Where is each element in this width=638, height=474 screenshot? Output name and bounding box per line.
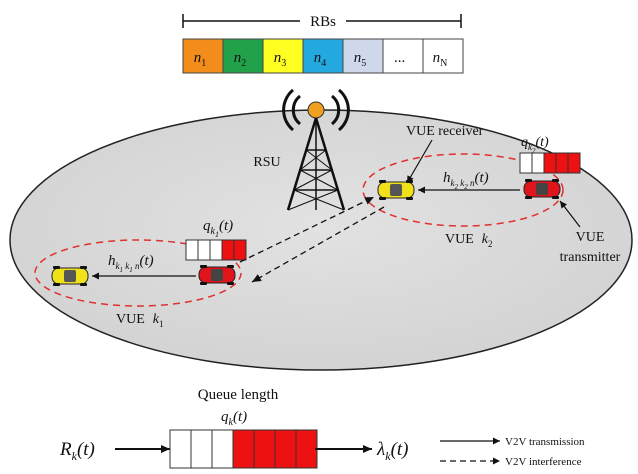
interference-arrow-k1-to-k2 (239, 196, 375, 263)
queue-cell (295, 429, 318, 469)
interference-arrow-k2-to-k1 (251, 206, 385, 283)
queue-cell (233, 239, 247, 261)
queue-k2 (519, 152, 581, 174)
receiver-pointer-k2 (406, 139, 433, 184)
queue-label-k2: qk2(t) (521, 135, 549, 155)
rb-block-label: n4 (314, 50, 327, 69)
queue-cell (567, 152, 581, 174)
rsu-tower (282, 88, 350, 211)
receiver-label-k2: VUE receiver (406, 124, 484, 139)
queue-k1 (185, 239, 247, 261)
queue-cell (531, 152, 545, 174)
rb-block-label: n5 (354, 50, 367, 69)
queue-cell (221, 239, 235, 261)
rb-block-3: n3 (262, 38, 304, 74)
queue-cell (232, 429, 255, 469)
transmitter-label-k2-line2: transmitter (560, 250, 621, 265)
channel-label-k1: hk1 k1 n(t) (108, 253, 154, 274)
queue-cell (197, 239, 211, 261)
rb-block-5: n5 (342, 38, 384, 74)
rsu-label: RSU (253, 155, 280, 170)
rb-block-4: n4 (302, 38, 344, 74)
queue-title: Queue length (198, 387, 279, 403)
legend: V2V transmission V2V interference (440, 436, 585, 468)
link-ellipse-k1 (34, 239, 242, 307)
car-transmitter-k2 (523, 179, 561, 199)
car-receiver-k2 (377, 180, 415, 200)
rb-bar-title: RBs (310, 14, 336, 30)
queue-cell (209, 239, 223, 261)
queue-label-k1: qk1(t) (203, 218, 233, 239)
arrival-rate-label: Rk(t) (59, 439, 95, 463)
rb-block-1: n1 (182, 38, 224, 74)
rb-block-2: n2 (222, 38, 264, 74)
queue-bottom-label: qk(t) (221, 409, 247, 428)
queue-cell (169, 429, 192, 469)
queue-bottom-cells (169, 429, 318, 469)
vue-label-k1: VUE k1 (116, 312, 164, 329)
legend-interference-label: V2V interference (505, 456, 582, 468)
rb-bar: RBs n1 n2 n3 n4 n5... nN (182, 14, 464, 74)
transmitter-pointer-k2 (559, 200, 581, 228)
vue-label-k2: VUE k2 (445, 232, 493, 249)
rb-block-7: nN (422, 38, 464, 74)
rb-block-label: n2 (234, 50, 247, 69)
legend-transmission-label: V2V transmission (505, 436, 585, 448)
rb-block-label: n1 (194, 50, 207, 69)
queue-cell (543, 152, 557, 174)
link-ellipse-k2 (362, 153, 564, 227)
transmitter-label-k2-line1: VUE (576, 230, 605, 245)
rb-blocks: n1 n2 n3 n4 n5... nN (182, 38, 464, 74)
rb-block-label: ... (394, 50, 405, 66)
queue-cell (185, 239, 199, 261)
departure-rate-label: λk(t) (376, 439, 409, 463)
queue-cell (190, 429, 213, 469)
car-transmitter-k1 (198, 265, 236, 285)
rb-block-label: n3 (274, 50, 287, 69)
queue-cell (274, 429, 297, 469)
queue-cell (555, 152, 569, 174)
channel-label-k2: hk2 k2 n(t) (443, 170, 489, 191)
queue-cell (253, 429, 276, 469)
queue-cell (519, 152, 533, 174)
car-receiver-k1 (51, 266, 89, 286)
queue-cell (211, 429, 234, 469)
rb-block-label: nN (433, 50, 448, 69)
rb-block-6: ... (382, 38, 424, 74)
